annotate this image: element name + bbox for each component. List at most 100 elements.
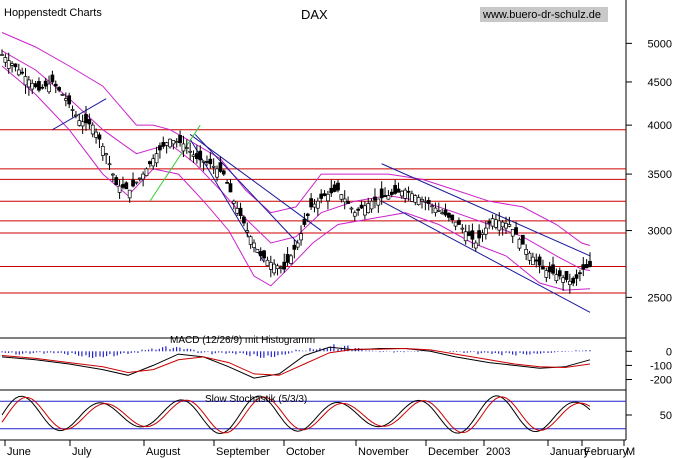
x-tick-label: June [7,446,31,458]
candle-body [10,63,14,66]
candle-body [131,179,135,187]
candle-body [379,188,384,199]
candle-body [315,200,320,209]
candle-body [342,198,347,203]
candle-body [329,187,334,194]
candle-body [90,124,95,135]
trend-line [194,134,299,244]
candle-body [541,265,545,270]
candle-body [205,161,209,163]
candle-body [151,158,156,167]
x-tick-label: August [146,446,180,458]
chart-title: DAX [301,7,328,22]
candle-body [356,208,361,211]
candle-body [33,83,38,88]
candle-body [3,57,8,63]
candle-body [13,63,18,68]
candle-body [567,280,572,286]
trend-line [149,124,201,202]
candle-body [60,94,65,96]
candle-body [561,277,565,283]
stochastic-d-line [1,396,591,434]
candle-body [127,189,132,199]
price-tick-label: 4000 [648,120,672,132]
candle-body [399,190,404,197]
candle-body [97,134,102,140]
stochastic-label: Slow Stochastik (5/3/3) [205,394,307,405]
candle-body [450,214,455,221]
macd-tick-label: -100 [650,360,672,372]
candle-body [500,221,505,228]
trend-line [381,163,591,257]
candle-body [195,153,199,160]
candle-body [406,191,411,193]
x-tick-label: September [216,446,270,458]
candle-body [373,196,377,201]
candle-body [416,197,421,206]
candle-body [285,254,290,263]
candle-body [184,147,189,149]
candle-body [470,230,475,240]
candle-body [275,265,280,270]
macd-signal-line [1,347,591,376]
candle-body [433,207,438,213]
candle-body [426,200,431,204]
candle-body [67,95,72,105]
candle-body [117,185,122,193]
candle-body [252,242,256,248]
candle-body [121,184,125,188]
candle-body [487,221,492,224]
candle-body [272,263,277,274]
candle-body [137,177,142,180]
candle-body [581,264,586,270]
candle-body [497,220,502,231]
candle-body [578,272,582,275]
x-tick-label: January [550,446,590,458]
trend-line [381,200,591,313]
candle-body [181,143,186,152]
candle-body [161,142,166,147]
candle-body [111,173,115,176]
candle-body [168,138,172,148]
candle-body [154,153,159,164]
candle-body [208,158,213,165]
candle-body [144,168,149,176]
candle-body [147,161,152,165]
candle-body [225,182,229,184]
candle-body [463,231,468,242]
candle-body [299,233,303,241]
candle-body [494,219,498,228]
candle-body [74,114,78,117]
macd-tick-label: 0 [666,346,672,358]
candle-body [480,232,485,235]
candle-body [564,271,569,280]
source-label: Hoppenstedt Charts [4,7,102,19]
candle-body [420,199,424,202]
candle-body [527,252,532,261]
candle-body [215,168,219,178]
candle-body [440,212,445,215]
candle-body [158,145,162,151]
candle-body [460,227,465,230]
candle-body [510,228,515,237]
candle-body [312,203,317,208]
price-tick-label: 2500 [648,292,672,304]
candle-body [94,131,98,138]
candle-body [248,236,253,245]
axes: 2500 3000 3500 4000 4500 5000 0 -100 -200 50 June J… [4,38,672,458]
candle-body [507,224,512,227]
candle-body [473,242,478,249]
candle-body [218,162,223,172]
x-tick-label: M [626,446,635,458]
website-url: www.buero-dr-schulz.de [482,9,601,21]
candle-body [70,109,75,111]
candle-body [490,218,495,227]
candle-body [201,160,206,163]
candle-body [134,181,139,184]
x-tick-label: October [286,446,325,458]
candle-body [20,71,25,74]
candle-body [188,150,193,153]
candle-body [537,256,542,266]
candle-body [514,227,518,235]
